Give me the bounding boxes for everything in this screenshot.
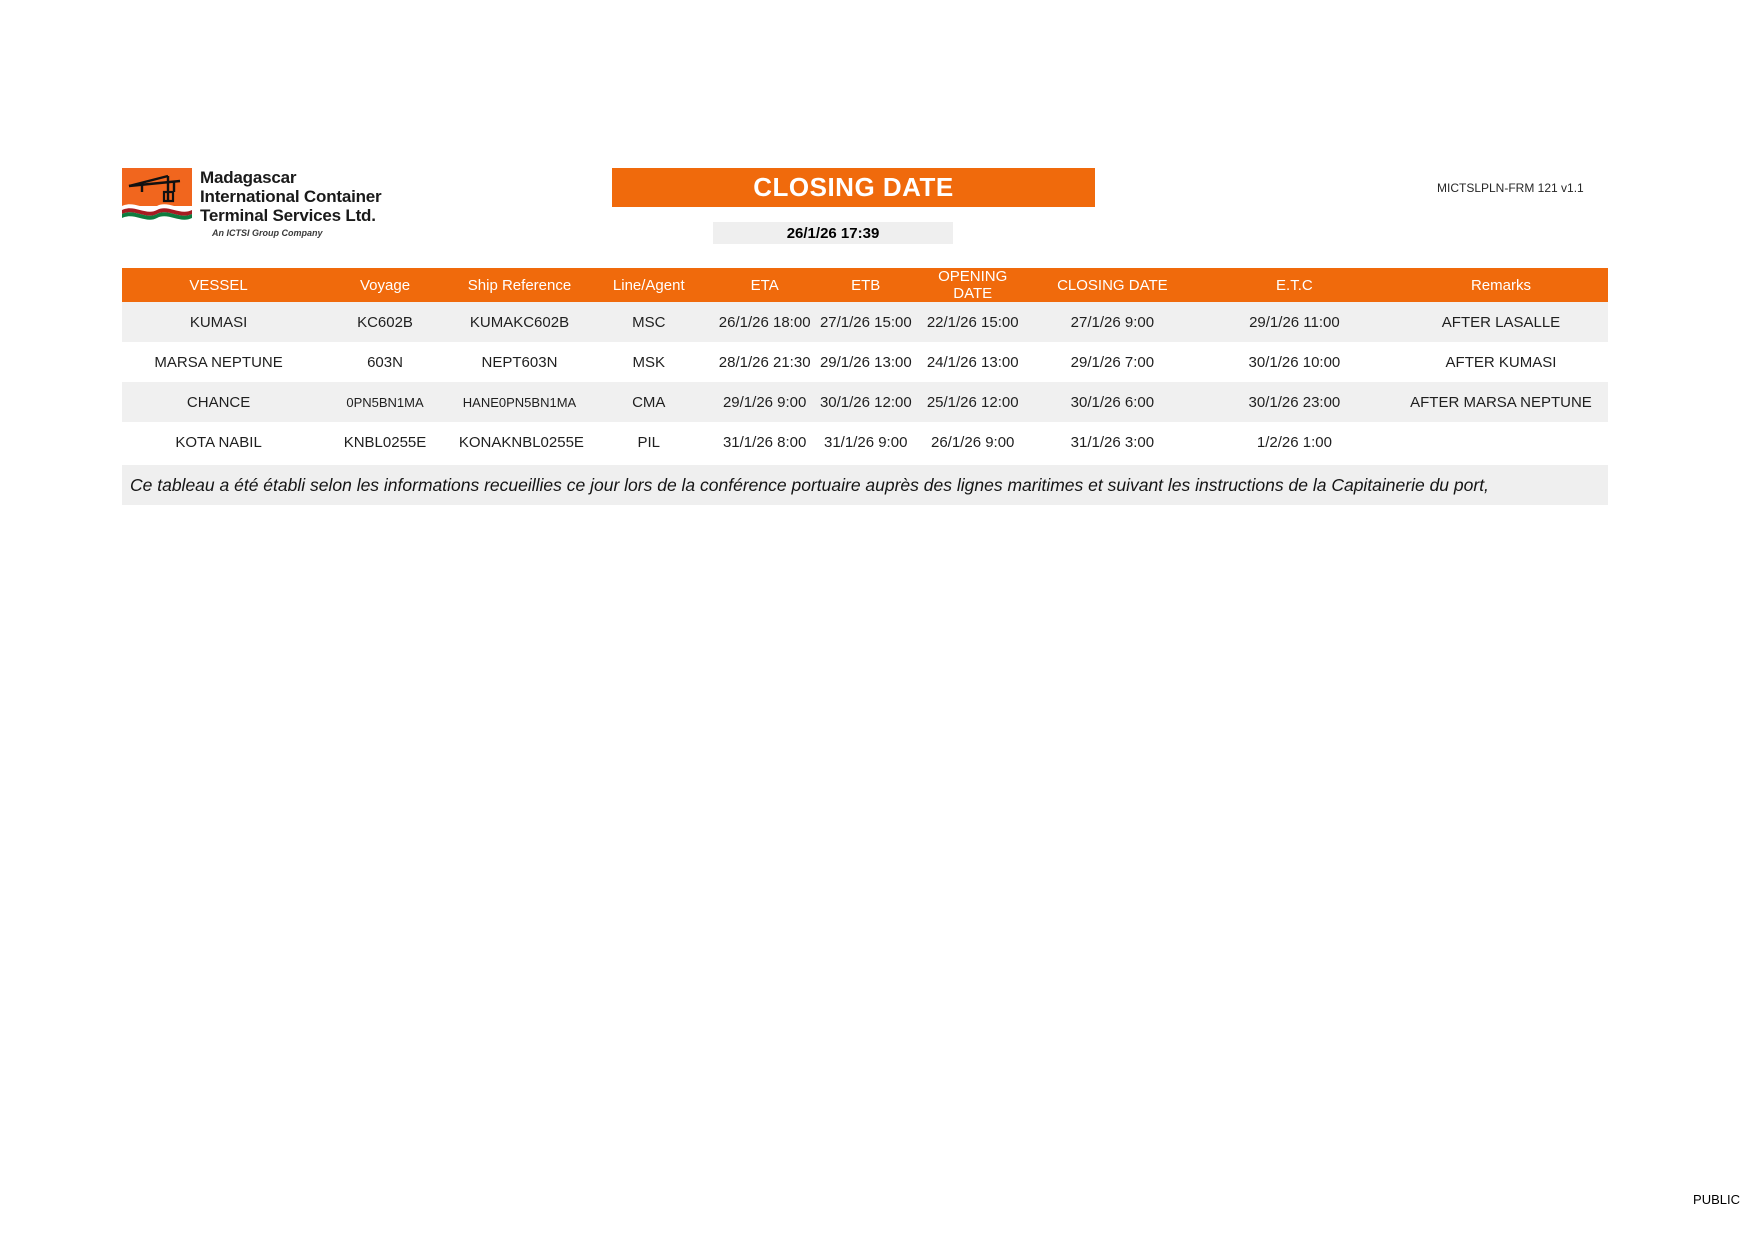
- column-header-ship-reference: Ship Reference: [467, 276, 572, 294]
- cell-ship-reference: KUMAKC602B: [454, 302, 585, 342]
- cell-opening-date: 24/1/26 13:00: [926, 353, 1019, 371]
- footnote-bar: Ce tableau a été établi selon les inform…: [122, 465, 1608, 505]
- cell-vessel: CHANCE: [122, 382, 316, 422]
- company-name-line1: Madagascar: [200, 168, 297, 187]
- cell-etc: 30/1/26 23:00: [1194, 382, 1394, 422]
- cell-etc: 1/2/26 1:00: [1256, 433, 1332, 451]
- column-header-remarks: Remarks: [1470, 276, 1531, 294]
- cell-ship-reference: NEPT603N: [481, 353, 558, 371]
- cell-etb: 27/1/26 15:00: [815, 302, 916, 342]
- company-logo: Madagascar International Container Termi…: [122, 168, 382, 239]
- report-datetime: 26/1/26 17:39: [713, 222, 953, 244]
- cell-eta: 28/1/26 21:30: [718, 353, 811, 371]
- table-row: KUMASI KC602B KUMAKC602B MSC 26/1/26 18:…: [122, 302, 1608, 342]
- column-header-voyage: Voyage: [359, 276, 411, 294]
- column-header-eta: ETA: [750, 276, 779, 294]
- cell-remarks: AFTER KUMASI: [1445, 353, 1557, 371]
- column-header-etc: E.T.C: [1276, 276, 1313, 294]
- cell-closing-date: 29/1/26 7:00: [1070, 353, 1155, 371]
- cell-opening-date: 26/1/26 9:00: [930, 433, 1015, 451]
- column-header-opening-date: OPENING DATE: [938, 268, 1008, 302]
- column-header-line-agent: Line/Agent: [612, 276, 685, 294]
- cell-remarks: [1394, 422, 1608, 462]
- cell-remarks: AFTER MARSA NEPTUNE: [1393, 382, 1608, 422]
- cell-line-agent: MSK: [632, 353, 666, 371]
- cell-etb: 29/1/26 13:00: [819, 353, 912, 371]
- cell-line-agent: CMA: [584, 382, 714, 422]
- cell-voyage: 0PN5BN1MA: [315, 382, 455, 422]
- cell-voyage: KNBL0255E: [343, 433, 427, 451]
- cell-voyage: KC602B: [315, 302, 455, 342]
- company-name-line3: Terminal Services Ltd.: [200, 206, 376, 226]
- cell-closing-date: 30/1/26 6:00: [1029, 382, 1195, 422]
- cell-etc: 30/1/26 10:00: [1248, 353, 1341, 371]
- column-header-etb: ETB: [851, 276, 881, 294]
- crane-icon: [122, 168, 192, 220]
- classification-label: PUBLIC: [1693, 1192, 1740, 1207]
- cell-closing-date: 27/1/26 9:00: [1029, 302, 1195, 342]
- cell-vessel: KOTA NABIL: [175, 433, 262, 451]
- cell-remarks: AFTER LASALLE: [1393, 302, 1608, 342]
- table-header-row: VESSEL Voyage Ship Reference Line/Agent …: [122, 268, 1608, 302]
- cell-closing-date: 31/1/26 3:00: [1070, 433, 1155, 451]
- company-name-block: Madagascar International Container Termi…: [200, 168, 382, 239]
- column-header-closing-date: CLOSING DATE: [1057, 276, 1168, 294]
- cell-etc: 29/1/26 11:00: [1194, 302, 1394, 342]
- cell-ship-reference: KONAKNBL0255E: [458, 433, 584, 451]
- cell-eta: 31/1/26 8:00: [722, 433, 807, 451]
- cell-eta: 29/1/26 9:00: [713, 382, 816, 422]
- cell-voyage: 603N: [367, 353, 403, 371]
- form-reference: MICTSLPLN-FRM 121 v1.1: [1437, 181, 1584, 195]
- company-tagline: An ICTSI Group Company: [212, 228, 323, 239]
- vessel-schedule-table: VESSEL Voyage Ship Reference Line/Agent …: [122, 268, 1608, 462]
- table-row: CHANCE 0PN5BN1MA HANE0PN5BN1MA CMA 29/1/…: [122, 382, 1608, 422]
- cell-line-agent: MSC: [584, 302, 714, 342]
- cell-eta: 26/1/26 18:00: [713, 302, 816, 342]
- column-header-vessel: VESSEL: [189, 276, 248, 294]
- table-row: KOTA NABIL KNBL0255E KONAKNBL0255E PIL 3…: [122, 422, 1608, 462]
- cell-ship-reference: HANE0PN5BN1MA: [454, 382, 585, 422]
- table-row: MARSA NEPTUNE 603N NEPT603N MSK 28/1/26 …: [122, 342, 1608, 382]
- cell-opening-date: 25/1/26 12:00: [915, 382, 1030, 422]
- cell-etb: 30/1/26 12:00: [815, 382, 916, 422]
- cell-line-agent: PIL: [637, 433, 661, 451]
- page-title: CLOSING DATE: [612, 168, 1095, 207]
- cell-vessel: MARSA NEPTUNE: [154, 353, 283, 371]
- cell-opening-date: 22/1/26 15:00: [915, 302, 1030, 342]
- cell-etb: 31/1/26 9:00: [824, 433, 908, 451]
- footnote-text: Ce tableau a été établi selon les inform…: [130, 474, 1489, 495]
- cell-vessel: KUMASI: [122, 302, 316, 342]
- company-name-line2: International Container: [200, 187, 382, 207]
